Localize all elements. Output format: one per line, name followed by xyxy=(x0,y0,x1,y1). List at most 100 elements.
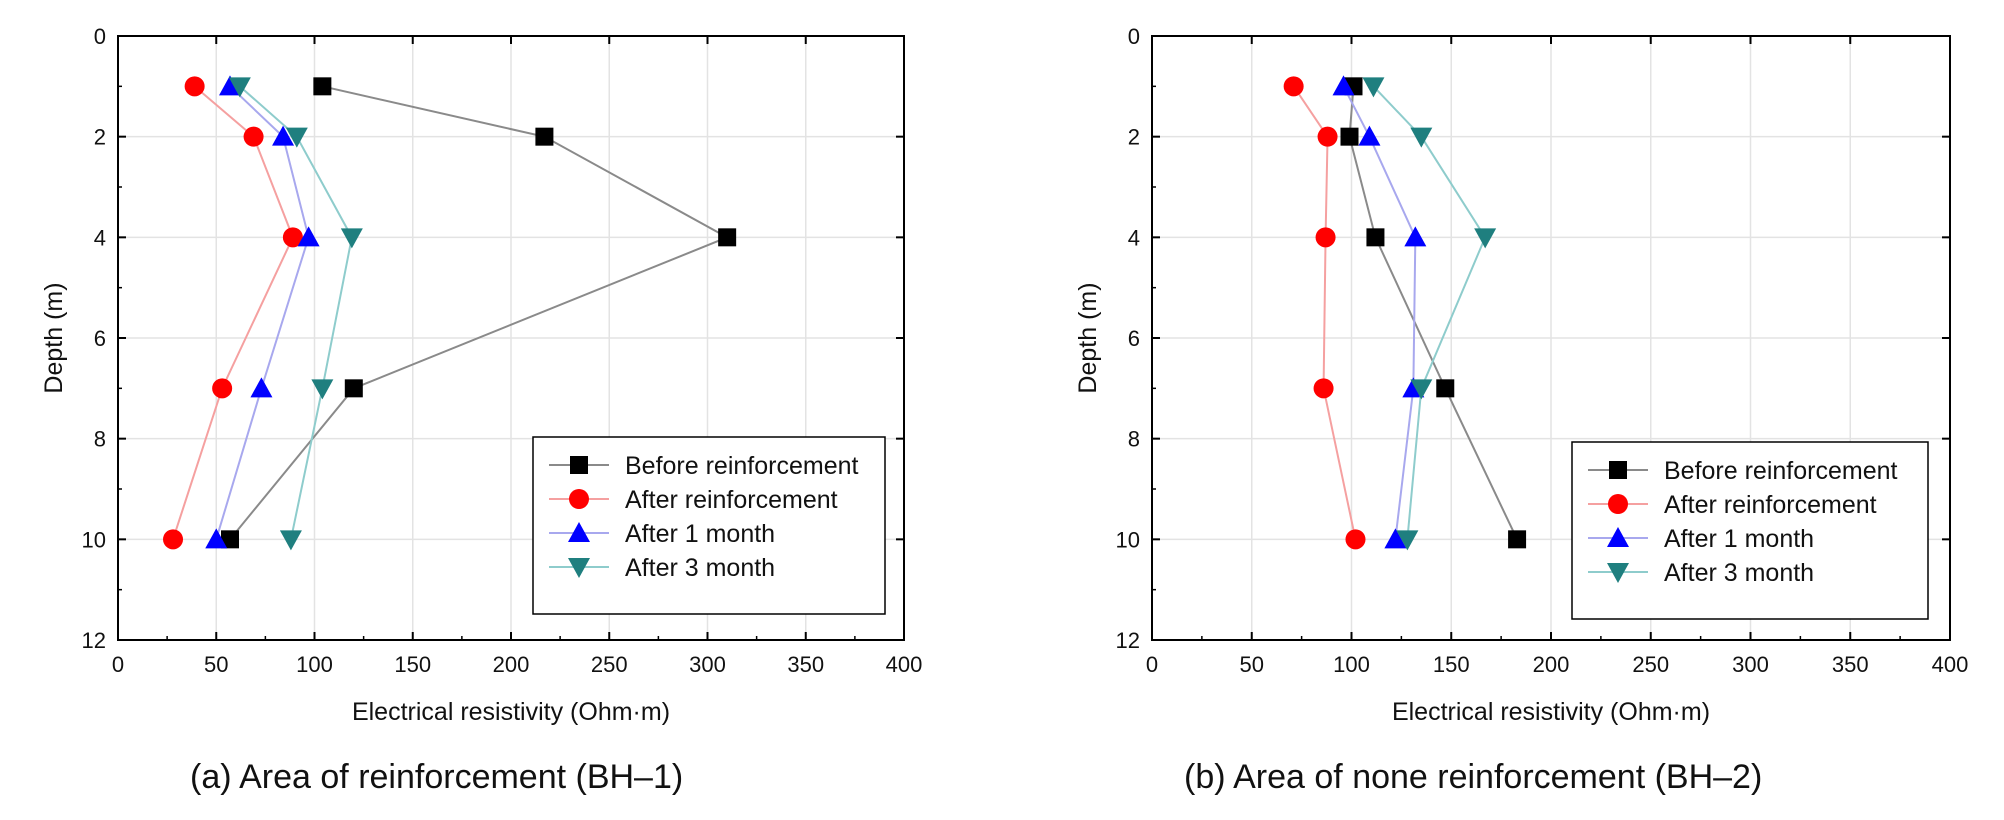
x-tick-label: 200 xyxy=(493,652,530,677)
data-point xyxy=(1332,75,1355,96)
legend-marker xyxy=(570,456,588,474)
x-tick-label: 200 xyxy=(1533,652,1570,677)
y-tick-label: 6 xyxy=(1128,326,1140,351)
y-tick-label: 12 xyxy=(1116,628,1140,653)
data-point xyxy=(1474,228,1497,249)
x-tick-label: 300 xyxy=(689,652,726,677)
data-point xyxy=(272,125,295,146)
x-tick-label: 250 xyxy=(591,652,628,677)
x-tick-label: 400 xyxy=(886,652,923,677)
legend-label: After 1 month xyxy=(625,520,775,548)
series-line xyxy=(1292,85,1357,540)
data-point xyxy=(184,76,205,97)
x-tick-label: 300 xyxy=(1732,652,1769,677)
data-point xyxy=(1410,127,1433,148)
y-axis-title: Depth (m) xyxy=(40,282,68,393)
series-after-reinforcement xyxy=(163,76,303,550)
legend-label: Before reinforcement xyxy=(625,452,859,480)
series-after-3-month xyxy=(228,77,363,551)
legend-marker xyxy=(568,522,590,542)
x-tick-label: 350 xyxy=(787,652,824,677)
legend-marker xyxy=(1607,563,1629,583)
legend-marker xyxy=(569,489,589,509)
data-point xyxy=(1340,127,1359,146)
x-tick-label: 0 xyxy=(1146,652,1158,677)
legend-label: After reinforcement xyxy=(1664,491,1877,519)
data-point xyxy=(1283,76,1304,97)
legend-marker xyxy=(1609,461,1627,479)
x-axis: 0 50 100 150 200 250 300 350 400 xyxy=(112,36,922,677)
x-axis-title: Electrical resistivity (Ohm·m) xyxy=(352,698,670,726)
data-point xyxy=(313,77,332,96)
x-tick-label: 0 xyxy=(112,652,124,677)
legend: Before reinforcement After reinforcement A… xyxy=(532,436,886,615)
y-tick-label: 10 xyxy=(82,527,106,552)
data-point xyxy=(1313,378,1334,399)
x-tick-label: 50 xyxy=(204,652,228,677)
caption-b: (b) Area of none reinforcement (BH–2) xyxy=(1184,758,1763,796)
data-point xyxy=(228,77,251,98)
legend-label: After reinforcement xyxy=(625,486,838,514)
chart-b: 0 50 100 150 200 250 300 350 400 0 2 4 6 8 10 12 Electri… xyxy=(1074,24,1968,726)
legend-marker xyxy=(568,558,590,578)
legend-marker xyxy=(1607,527,1629,547)
x-tick-label: 350 xyxy=(1832,652,1869,677)
y-tick-label: 4 xyxy=(1128,225,1140,250)
data-point xyxy=(1345,529,1366,550)
series-before-reinforcement xyxy=(1340,77,1527,549)
data-point xyxy=(1362,77,1385,98)
data-point xyxy=(1315,227,1336,248)
y-tick-label: 6 xyxy=(94,326,106,351)
data-point xyxy=(1436,379,1455,398)
data-point xyxy=(250,377,273,398)
data-point xyxy=(535,127,554,146)
legend-box xyxy=(1571,441,1929,620)
data-point xyxy=(1404,226,1427,247)
data-point xyxy=(297,226,320,247)
x-tick-label: 150 xyxy=(1433,652,1470,677)
series-after-1-month xyxy=(205,75,320,549)
series-line xyxy=(172,85,294,540)
data-point xyxy=(282,227,303,248)
data-point xyxy=(285,127,308,148)
x-axis: 0 50 100 150 200 250 300 350 400 xyxy=(1146,36,1968,677)
y-tick-label: 2 xyxy=(94,125,106,150)
data-point xyxy=(311,379,334,400)
legend: Before reinforcement After reinforcement A… xyxy=(1571,441,1929,620)
data-point xyxy=(1358,125,1381,146)
legend-box xyxy=(532,436,886,615)
x-axis-title: Electrical resistivity (Ohm·m) xyxy=(1392,698,1710,726)
y-tick-label: 12 xyxy=(82,628,106,653)
x-tick-label: 400 xyxy=(1932,652,1969,677)
data-point xyxy=(344,379,363,398)
legend-label: After 3 month xyxy=(1664,559,1814,587)
series-line xyxy=(215,85,310,540)
legend-label: Before reinforcement xyxy=(1664,457,1898,485)
x-tick-label: 250 xyxy=(1632,652,1669,677)
y-tick-label: 4 xyxy=(94,225,106,250)
x-tick-label: 100 xyxy=(296,652,333,677)
y-tick-label: 8 xyxy=(94,427,106,452)
x-tick-label: 150 xyxy=(394,652,431,677)
y-tick-label: 0 xyxy=(94,24,106,49)
legend-label: After 1 month xyxy=(1664,525,1814,553)
data-point xyxy=(243,126,264,147)
chart-a: 0 50 100 150 200 250 300 350 400 0 2 4 6 8 10 12 Electri… xyxy=(40,24,922,726)
chart-panel-b: 0 50 100 150 200 250 300 350 400 0 2 4 6 8 10 12 Electri… xyxy=(1002,0,2004,820)
data-point xyxy=(205,528,228,549)
data-point xyxy=(718,228,737,247)
data-point xyxy=(212,378,233,399)
y-axis: 0 2 4 6 8 10 12 xyxy=(82,24,904,653)
data-point xyxy=(163,529,184,550)
data-point xyxy=(340,228,363,249)
data-point xyxy=(221,530,240,549)
chart-panel-a: 0 50 100 150 200 250 300 350 400 0 2 4 6 8 10 12 Electri… xyxy=(40,24,922,796)
series-after-3-month xyxy=(1362,77,1497,551)
series-after-1-month xyxy=(1332,75,1427,549)
data-point xyxy=(279,530,302,551)
data-point xyxy=(1396,530,1419,551)
series-line xyxy=(1372,85,1487,540)
y-axis: 0 2 4 6 8 10 12 xyxy=(1116,24,1950,653)
y-tick-label: 0 xyxy=(1128,24,1140,49)
data-point xyxy=(1317,126,1338,147)
